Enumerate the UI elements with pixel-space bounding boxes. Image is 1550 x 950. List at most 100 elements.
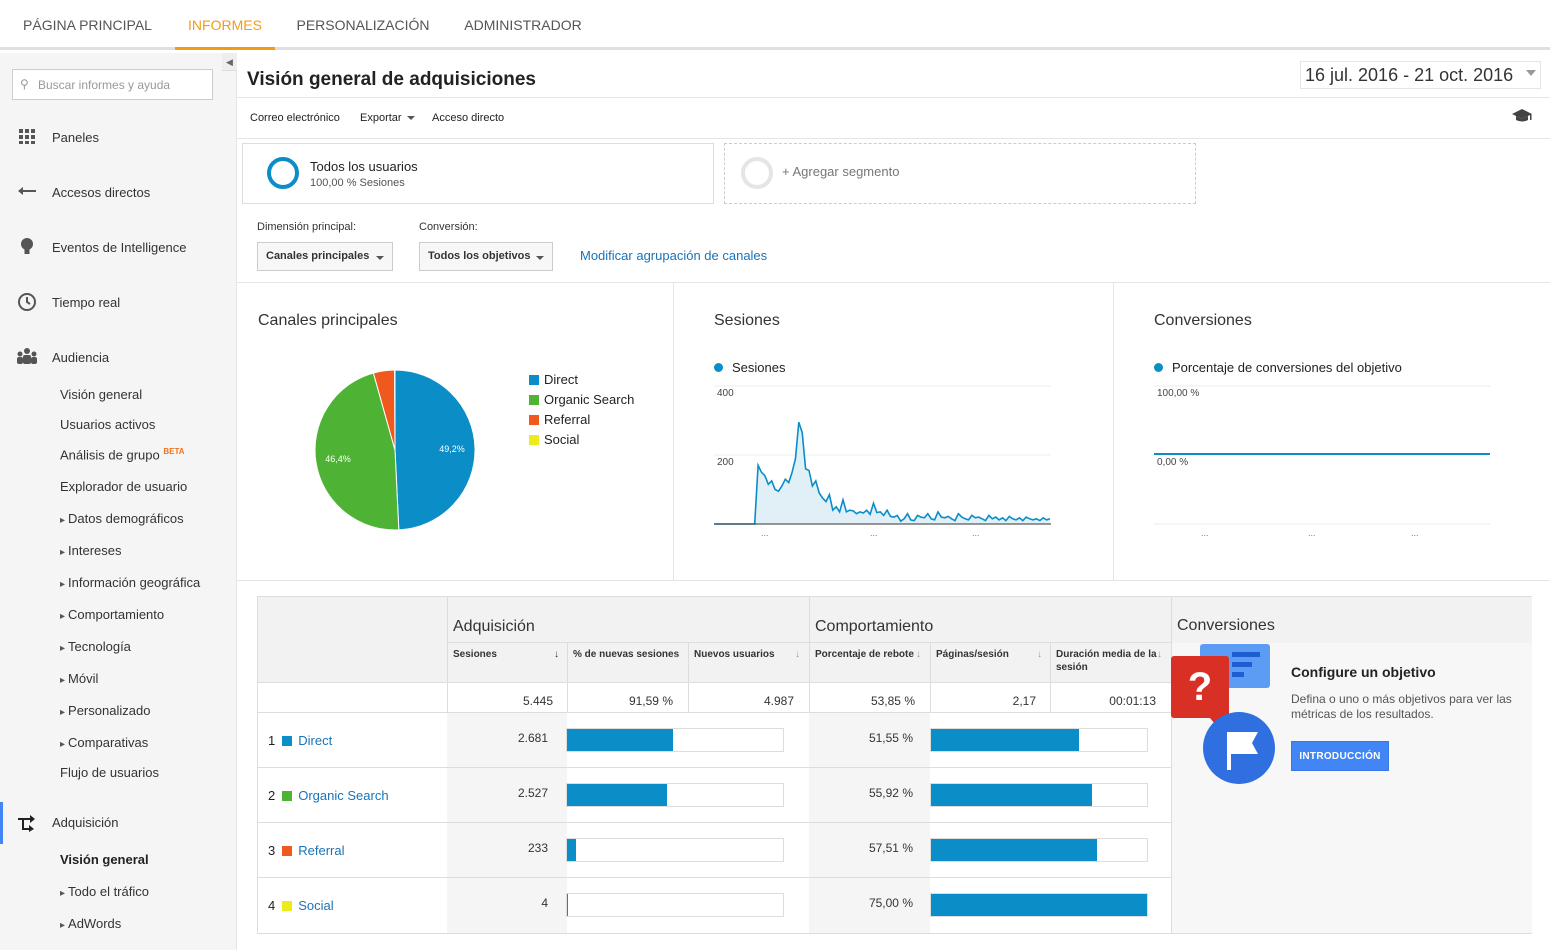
sidebar-subitem-all-traffic[interactable]: Todo el tráfico bbox=[60, 884, 149, 899]
chevron-down-icon bbox=[536, 256, 544, 260]
table-row: 4 Social 4 75,00 % bbox=[258, 878, 1171, 933]
legend-swatch bbox=[529, 375, 539, 385]
sidebar-item-label: Paneles bbox=[52, 130, 99, 145]
sidebar-subitem-overview[interactable]: Visión general bbox=[60, 387, 143, 402]
sidebar-item-intelligence[interactable]: Eventos de Intelligence bbox=[0, 233, 236, 263]
export-button[interactable]: Exportar bbox=[360, 112, 415, 124]
sidebar-subitem-mobile[interactable]: Móvil bbox=[60, 671, 98, 686]
tab-reports[interactable]: INFORMES bbox=[175, 0, 275, 50]
divider bbox=[447, 642, 1171, 643]
col-header-label: Duración media de la sesión bbox=[1056, 649, 1157, 673]
col-header-new-sessions[interactable]: % de nuevas sesiones ↓ bbox=[573, 648, 683, 661]
table-row: 2 Organic Search 2.527 55,92 % bbox=[258, 768, 1171, 823]
date-range-picker[interactable]: 16 jul. 2016 - 21 oct. 2016 bbox=[1300, 61, 1541, 89]
sidebar: ⚲ Buscar informes y ayuda ◀ Paneles Acce… bbox=[0, 53, 237, 950]
email-button[interactable]: Correo electrónico bbox=[250, 112, 340, 124]
conversion-select[interactable]: Todos los objetivos bbox=[419, 242, 553, 271]
modify-channel-grouping-link[interactable]: Modificar agrupación de canales bbox=[580, 248, 768, 263]
graduation-cap-icon[interactable] bbox=[1511, 108, 1533, 129]
row-label: 1 Direct bbox=[268, 733, 332, 748]
sidebar-subitem-geo[interactable]: Información geográfica bbox=[60, 575, 200, 590]
sidebar-subitem-custom[interactable]: Personalizado bbox=[60, 703, 150, 718]
intro-button[interactable]: INTRODUCCIÓN bbox=[1291, 741, 1389, 771]
chevron-down-icon bbox=[406, 116, 415, 121]
cell-bg bbox=[809, 713, 930, 767]
conversions-line-chart bbox=[1154, 385, 1490, 525]
sidebar-item-realtime[interactable]: Tiempo real bbox=[0, 288, 236, 318]
row-bounce: 51,55 % bbox=[868, 731, 913, 745]
col-header-bounce-rate[interactable]: Porcentaje de rebote ↓ bbox=[815, 648, 925, 661]
col-header-label: Sesiones bbox=[453, 649, 497, 660]
sessions-panel-title: Sesiones bbox=[714, 312, 780, 329]
legend-label: Social bbox=[544, 432, 580, 447]
tab-admin[interactable]: ADMINISTRADOR bbox=[464, 17, 582, 33]
row-swatch bbox=[282, 846, 293, 856]
row-link-referral[interactable]: Referral bbox=[298, 843, 345, 858]
axis-tick-label: ... bbox=[1201, 528, 1209, 538]
row-sessions: 2.527 bbox=[517, 786, 548, 800]
sidebar-item-shortcuts[interactable]: Accesos directos bbox=[0, 178, 236, 208]
sessions-bar-fill bbox=[567, 784, 667, 806]
dimension-select[interactable]: Canales principales bbox=[257, 242, 393, 271]
cell-bg bbox=[447, 823, 567, 877]
sidebar-subitem-technology[interactable]: Tecnología bbox=[60, 639, 131, 654]
col-header-label: % de nuevas sesiones bbox=[573, 649, 680, 660]
sidebar-subitem-users-flow[interactable]: Flujo de usuarios bbox=[60, 765, 159, 780]
pie-slice-organic-search[interactable] bbox=[315, 372, 400, 530]
search-icon: ⚲ bbox=[20, 77, 29, 91]
row-link-social[interactable]: Social bbox=[298, 898, 334, 913]
sidebar-subitem-demographics[interactable]: Datos demográficos bbox=[60, 511, 184, 526]
add-segment-button[interactable]: + Agregar segmento bbox=[724, 143, 1196, 204]
acquisition-arrows-icon bbox=[16, 812, 38, 834]
pie-label-organic: 46,4% bbox=[325, 454, 351, 464]
cell-bg bbox=[809, 768, 930, 822]
collapse-sidebar-button[interactable]: ◀ bbox=[222, 53, 237, 71]
sidebar-subitem-user-explorer[interactable]: Explorador de usuario bbox=[60, 479, 188, 494]
total-pages-session: 2,17 bbox=[1012, 694, 1036, 708]
pie-slice-direct[interactable] bbox=[394, 370, 475, 530]
channels-pie-chart: 49,2% 46,4% bbox=[315, 370, 475, 530]
segment-all-users[interactable]: Todos los usuarios 100,00 % Sesiones bbox=[242, 143, 714, 204]
sidebar-item-acquisition[interactable]: Adquisición bbox=[0, 808, 236, 838]
legend-organic: Organic Search bbox=[529, 392, 634, 407]
sidebar-subitem-active-users[interactable]: Usuarios activos bbox=[60, 417, 156, 432]
row-link-organic[interactable]: Organic Search bbox=[298, 788, 389, 803]
shortcut-button[interactable]: Acceso directo bbox=[432, 112, 505, 124]
col-header-avg-duration[interactable]: Duración media de la sesión ↓ bbox=[1056, 648, 1166, 674]
sort-icon: ↓ bbox=[1157, 649, 1162, 660]
active-indicator bbox=[0, 802, 3, 844]
sidebar-item-label: Tiempo real bbox=[52, 295, 121, 310]
sidebar-subitem-adwords[interactable]: AdWords bbox=[60, 916, 121, 931]
divider bbox=[1171, 597, 1172, 933]
divider bbox=[688, 643, 689, 713]
sidebar-subitem-interests[interactable]: Intereses bbox=[60, 543, 121, 558]
sidebar-subitem-behavior[interactable]: Comportamiento bbox=[60, 607, 164, 622]
search-placeholder: Buscar informes y ayuda bbox=[38, 78, 171, 92]
sidebar-subitem-acq-overview[interactable]: Visión general bbox=[60, 852, 149, 867]
goal-illustration-icon: ? bbox=[1171, 644, 1275, 784]
sidebar-item-dashboards[interactable]: Paneles bbox=[0, 123, 236, 153]
conversions-legend: Porcentaje de conversiones del objetivo bbox=[1154, 360, 1402, 375]
col-header-new-users[interactable]: Nuevos usuarios ↓ bbox=[694, 648, 804, 661]
pie-label-direct: 49,2% bbox=[439, 444, 465, 454]
conversions-panel-title: Conversiones bbox=[1154, 312, 1252, 329]
tab-customization[interactable]: PERSONALIZACIÓN bbox=[296, 17, 430, 33]
sessions-bar-fill bbox=[567, 729, 673, 751]
divider bbox=[673, 282, 674, 580]
sidebar-item-audience[interactable]: Audiencia bbox=[0, 343, 236, 373]
lightbulb-icon bbox=[16, 237, 38, 259]
col-header-pages-session[interactable]: Páginas/sesión ↓ bbox=[936, 648, 1046, 661]
row-link-direct[interactable]: Direct bbox=[298, 733, 333, 748]
total-avg-duration: 00:01:13 bbox=[1109, 694, 1156, 708]
total-new-users: 4.987 bbox=[763, 694, 794, 708]
axis-tick-label: ... bbox=[1308, 528, 1316, 538]
sidebar-subitem-benchmarking[interactable]: Comparativas bbox=[60, 735, 148, 750]
bounce-bar bbox=[930, 783, 1148, 807]
legend-label: Organic Search bbox=[544, 392, 635, 407]
goal-title: Configure un objetivo bbox=[1291, 664, 1436, 680]
sidebar-subitem-cohort[interactable]: Análisis de grupo BETA bbox=[60, 447, 185, 462]
col-header-sessions[interactable]: Sesiones ↓ bbox=[453, 648, 563, 661]
row-label: 4 Social bbox=[268, 898, 334, 913]
search-input[interactable]: ⚲ Buscar informes y ayuda bbox=[12, 69, 213, 100]
tab-home[interactable]: PÁGINA PRINCIPAL bbox=[23, 17, 152, 33]
